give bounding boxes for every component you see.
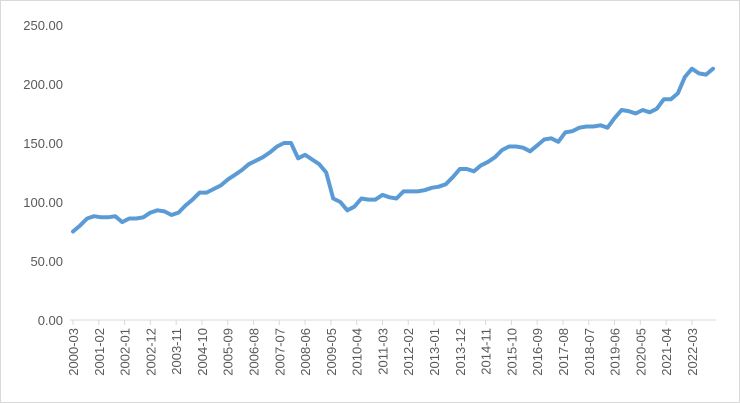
x-tick-label: 2013-01 [427,328,442,376]
y-tick-label: 100.00 [23,195,63,210]
x-tick-label: 2004-10 [195,328,210,376]
y-tick-label: 250.00 [23,18,63,33]
x-tick-label: 2008-06 [298,328,313,376]
x-tick-label: 2017-08 [556,328,571,376]
x-tick-label: 2000-03 [66,328,81,376]
x-tick-label: 2005-09 [221,328,236,376]
y-axis-tick-labels: 0.00 50.00 100.00 150.00 200.00 250.00 [23,18,63,328]
x-tick-label: 2002-01 [118,328,133,376]
x-tick-label: 2011-03 [375,328,390,375]
x-tick-label: 2018-07 [582,328,597,376]
x-tick-label: 2016-09 [530,328,545,376]
x-tick-label: 2013-12 [453,328,468,376]
x-tick-label: 2006-08 [247,328,262,376]
x-tick-label: 2019-06 [608,328,623,376]
y-tick-label: 50.00 [30,254,63,269]
x-tick-label: 2015-10 [504,328,519,376]
x-tick-label: 2002-12 [143,328,158,376]
x-tick-label: 2001-02 [92,328,107,376]
x-tick-label: 2022-03 [685,328,700,376]
series-line [71,66,715,234]
x-tick-label: 2009-05 [324,328,339,376]
x-axis-tick-labels: 2000-03 2001-02 2002-01 2002-12 2003-11 2004-… [66,328,700,376]
x-tick-label: 2012-02 [401,328,416,376]
y-tick-label: 150.00 [23,136,63,151]
x-tick-label: 2010-04 [350,328,365,376]
x-tick-label: 2021-04 [659,328,674,376]
x-tick-label: 2014-11 [479,328,494,375]
x-tick-label: 2007-07 [272,328,287,376]
x-tick-label: 2003-11 [169,328,184,375]
x-tick-label: 2020-05 [633,328,648,376]
x-axis-ticks [72,320,693,325]
y-tick-label: 0.00 [38,313,63,328]
y-tick-label: 200.00 [23,77,63,92]
